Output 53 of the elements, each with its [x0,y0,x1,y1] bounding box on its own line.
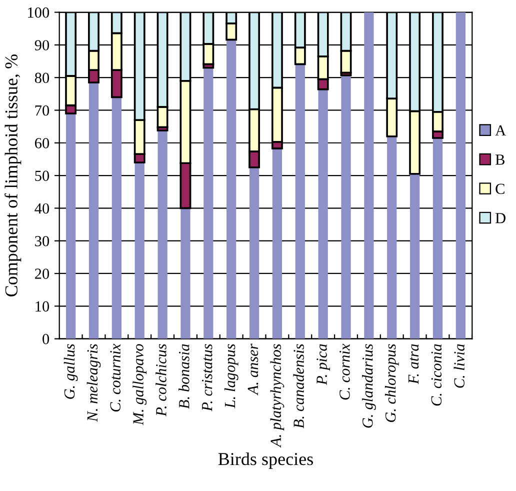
bar [88,82,99,339]
legend-label: B [495,154,504,165]
bar [226,40,236,339]
bar [456,12,466,339]
x-tick-label: G. glandarius [362,344,376,428]
bar [272,148,282,339]
x-tick-label: B. canadensis [293,344,304,428]
legend-label: C [496,184,504,194]
x-tick-label: P. colchicus [156,344,166,416]
bar [112,97,122,339]
y-tick-label: 90 [34,40,50,50]
y-tick-label: 30 [35,236,50,246]
x-tick-label: C. cornix [340,344,350,400]
bar [341,75,351,339]
x-tick-label: A. platyrhynchos [270,344,284,448]
y-tick-label: 70 [35,105,50,116]
x-tick-label: N. meleagris [86,344,101,422]
y-tick-label: 40 [34,203,50,214]
bar [134,162,144,339]
x-tick-label: M. gallopavo [132,344,147,426]
x-tick-label: A. anser [248,344,258,396]
x-tick-label: C. coturnix [110,344,121,412]
y-tick-label: 80 [34,72,50,84]
bar [318,89,328,339]
x-tick-label: C. livia [454,344,465,388]
bar [66,113,76,339]
y-tick-label: 20 [35,268,50,279]
y-tick-label: 50 [35,170,50,181]
x-tick-label: B. bonasia [178,344,190,409]
bar [204,68,214,339]
y-axis-title: Component of limphoid tissue, % [4,54,22,296]
bar [295,64,305,339]
x-tick-label: P. pica [316,344,330,386]
y-tick-label: 100 [28,7,50,18]
bar [432,138,443,339]
legend-label: D [495,213,506,224]
x-tick-label: G. chloropus [384,344,399,422]
x-tick-label: C. ciconia [431,344,442,406]
y-tick-label: 0 [42,334,50,344]
bar [158,130,168,339]
x-tick-label: L. lagopus [224,344,238,408]
legend-label: A [495,125,506,136]
y-tick-label: 10 [36,301,50,312]
y-tick-label: 60 [34,138,50,148]
bar [249,167,260,339]
x-axis-title: Birds species [218,452,313,469]
bar [180,208,190,339]
x-tick-label: P. cristatus [202,344,212,412]
bar [364,12,374,339]
bar [410,174,420,339]
x-tick-label: F. atra [408,344,419,384]
x-tick-label: G. gallus [64,344,78,399]
bar [387,136,397,339]
